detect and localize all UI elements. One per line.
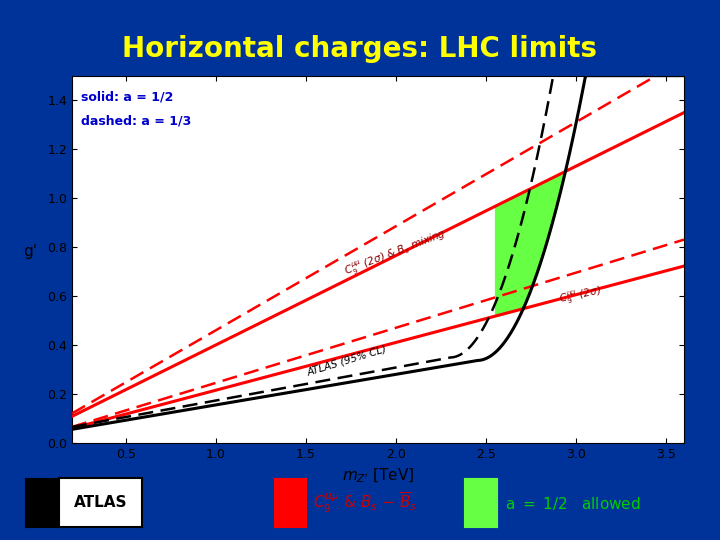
X-axis label: $m_{Z'}$ [TeV]: $m_{Z'}$ [TeV] [342,466,414,484]
Y-axis label: g': g' [24,244,37,259]
Text: Horizontal charges: LHC limits: Horizontal charges: LHC limits [122,35,598,63]
Text: ATLAS: ATLAS [73,495,127,510]
Text: $C_9^{\mu\mu}$ (2$\sigma$): $C_9^{\mu\mu}$ (2$\sigma$) [558,283,603,308]
Text: $C_9^{\mu\mu}$ & $B_s$ $-$ $\overline{B}_s$: $C_9^{\mu\mu}$ & $B_s$ $-$ $\overline{B}… [313,491,418,515]
Text: solid: a = 1/2: solid: a = 1/2 [81,90,174,103]
Text: dashed: a = 1/3: dashed: a = 1/3 [81,114,192,127]
Text: a $=$ 1/2   allowed: a $=$ 1/2 allowed [505,495,642,512]
Text: $C_9^{\mu\mu}$ (2$\sigma$) & $B_s$ mixing: $C_9^{\mu\mu}$ (2$\sigma$) & $B_s$ mixin… [342,226,449,280]
Text: ATLAS (95% CL): ATLAS (95% CL) [306,343,388,377]
